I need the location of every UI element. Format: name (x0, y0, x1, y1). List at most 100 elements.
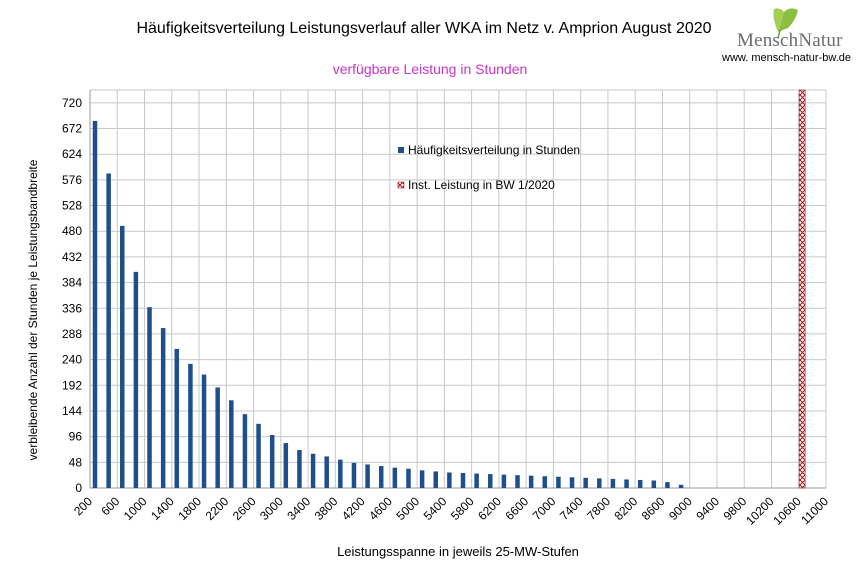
bar (269, 435, 275, 488)
y-tick-label: 672 (62, 122, 82, 136)
x-tick-label: 10200 (743, 494, 777, 528)
x-tick-label: 9000 (666, 494, 695, 523)
bar (501, 474, 507, 488)
bar (188, 363, 193, 488)
bar (515, 475, 520, 488)
x-tick-label: 9400 (693, 494, 722, 523)
logo (730, 4, 860, 70)
bar (133, 271, 139, 488)
x-tick-label: 1000 (121, 494, 150, 523)
x-tick-label: 6600 (502, 494, 531, 523)
x-tick-label: 1400 (148, 494, 177, 523)
bar (160, 328, 166, 488)
bar (378, 466, 384, 488)
y-tick-label: 624 (62, 147, 82, 161)
bar (242, 414, 248, 488)
bar (351, 462, 357, 488)
x-tick-label: 5800 (448, 494, 477, 523)
bar (528, 475, 534, 488)
bar (583, 477, 588, 488)
x-tick-label: 8200 (612, 494, 641, 523)
x-tick-label: 4200 (339, 494, 368, 523)
y-tick-label: 528 (62, 199, 82, 213)
bar (283, 443, 289, 488)
y-tick-label: 192 (62, 378, 82, 392)
x-tick-label: 7800 (584, 494, 613, 523)
bar (406, 468, 411, 488)
x-tick-label: 8600 (639, 494, 668, 523)
x-tick-label: 4600 (366, 494, 395, 523)
bar (392, 467, 398, 488)
bar (678, 484, 684, 488)
bar (201, 374, 207, 488)
bar (624, 479, 629, 488)
bar (324, 456, 329, 488)
x-tick-label: 1800 (175, 494, 204, 523)
x-tick-label: 10600 (770, 494, 804, 528)
y-tick-label: 48 (69, 455, 83, 469)
x-tick-label: 2600 (230, 494, 259, 523)
x-tick-label: 5000 (393, 494, 422, 523)
x-tick-label: 7000 (530, 494, 559, 523)
x-tick-label: 6200 (475, 494, 504, 523)
bar (542, 476, 548, 488)
ginkgo-leaf-icon (773, 8, 798, 39)
bar (92, 121, 98, 488)
y-tick-label: 720 (62, 96, 82, 110)
chart-title: Häufigkeitsverteilung Leistungsverlauf a… (136, 20, 712, 37)
y-tick-label: 144 (62, 404, 82, 418)
bar (460, 473, 466, 488)
bar (147, 307, 152, 488)
logo-text: MenschNatur (737, 30, 843, 51)
bar (637, 479, 643, 488)
chart-subtitle: verfügbare Leistung in Stunden (332, 61, 528, 77)
legend-label-frequency: Häufigkeitsverteilung in Stunden (408, 143, 580, 157)
x-tick-label: 3800 (312, 494, 341, 523)
x-tick-label: 3400 (284, 494, 313, 523)
bar (610, 478, 616, 488)
x-tick-label: 2200 (203, 494, 232, 523)
y-tick-label: 240 (62, 353, 82, 367)
y-tick-label: 0 (75, 481, 82, 495)
y-tick-label: 480 (62, 224, 82, 238)
bar (174, 348, 180, 488)
y-tick-label: 288 (62, 327, 82, 341)
bar (297, 450, 302, 488)
bar (256, 423, 261, 488)
y-tick-label: 576 (62, 173, 82, 187)
legend-label-installed: Inst. Leistung in BW 1/2020 (408, 178, 555, 192)
legend-swatch-installed (397, 181, 405, 189)
x-tick-label: 5400 (421, 494, 450, 523)
x-tick-label: 7400 (557, 494, 586, 523)
x-tick-label: 200 (71, 494, 95, 518)
bar (338, 459, 343, 488)
y-tick-label: 432 (62, 250, 82, 264)
bar (474, 473, 479, 488)
x-tick-label: 600 (98, 494, 122, 518)
x-tick-label: 3000 (257, 494, 286, 523)
bar (433, 471, 438, 488)
y-tick-label: 384 (62, 276, 82, 290)
x-tick-label: 11000 (798, 494, 831, 527)
bar (215, 387, 220, 488)
bar (120, 225, 125, 488)
x-axis-label: Leistungsspanne in jeweils 25-MW-Stufen (337, 544, 579, 559)
bar (229, 400, 234, 488)
y-tick-label: 96 (69, 430, 83, 444)
legend-swatch-frequency (398, 147, 404, 153)
bar (665, 482, 670, 488)
website-text: www. mensch-natur-bw.de (722, 52, 851, 64)
installed-capacity-marker (798, 89, 806, 489)
bar (556, 476, 561, 488)
bar (419, 470, 425, 488)
bar (310, 453, 316, 488)
bar (365, 464, 370, 488)
bar (569, 477, 575, 488)
bar (447, 472, 452, 488)
bar (488, 474, 493, 488)
bar (597, 478, 602, 488)
bar (106, 173, 111, 489)
y-tick-label: 336 (62, 301, 82, 315)
bar (651, 480, 657, 488)
